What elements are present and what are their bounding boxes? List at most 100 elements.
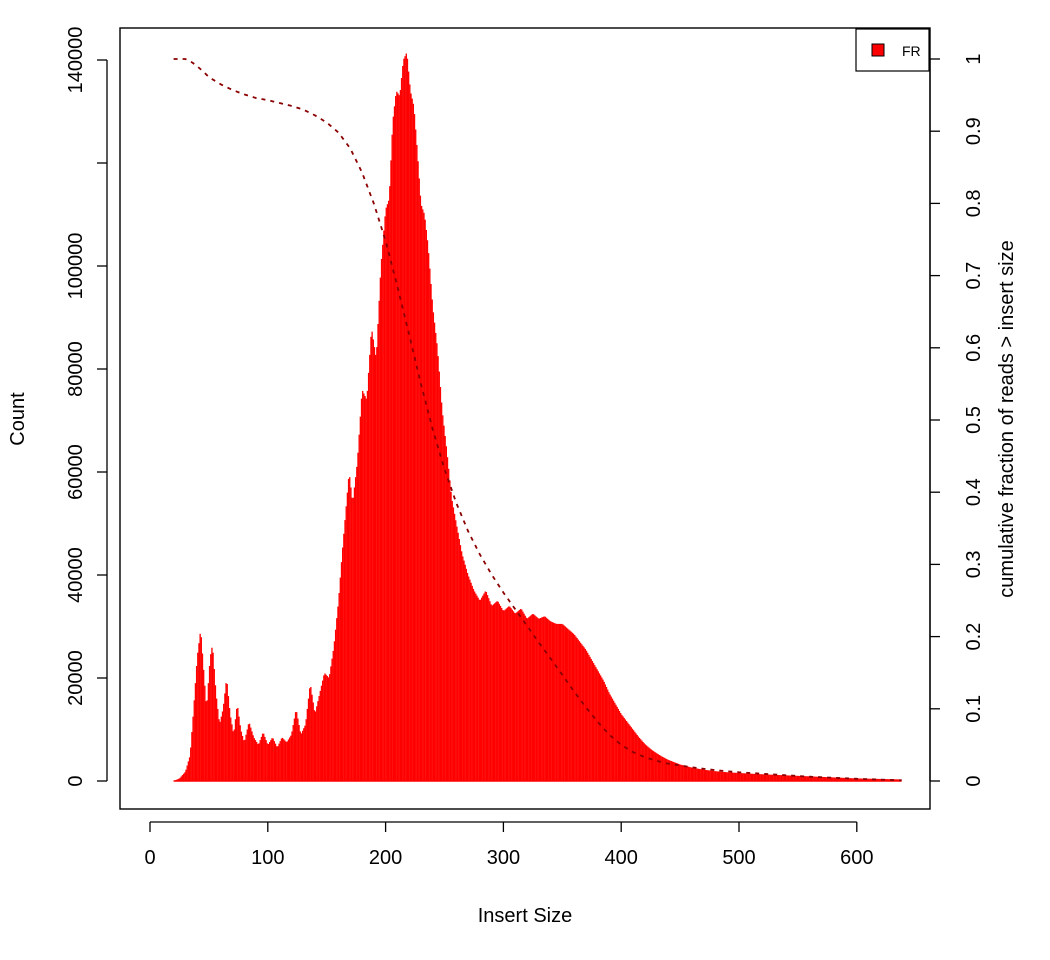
histogram-bar: [671, 761, 674, 781]
histogram-bar: [422, 209, 424, 782]
secondary-y-axis: 0 0.1 0.2 0.3 0.4 0.5 0.6 0.7 0.8 0.9 1: [929, 53, 985, 787]
histogram-bar: [364, 396, 366, 781]
histogram-bar: [878, 778, 880, 781]
histogram-bar: [581, 644, 583, 781]
x-tick-label: 500: [722, 847, 755, 869]
histogram-bar: [832, 777, 834, 781]
histogram-bar: [499, 605, 502, 781]
histogram-bar: [549, 620, 551, 781]
histogram-bar: [261, 733, 264, 781]
histogram-bar: [437, 356, 439, 782]
histogram-bar: [733, 772, 735, 781]
histogram-bar: [552, 622, 555, 781]
histogram-bar: [258, 743, 260, 781]
histogram-bar: [240, 731, 243, 781]
histogram-bar: [697, 768, 700, 781]
histogram-bar: [788, 775, 790, 781]
histogram-bar: [608, 692, 610, 781]
histogram-bar: [741, 773, 743, 781]
histogram-bar: [559, 623, 562, 781]
histogram-bar: [887, 779, 889, 781]
histogram-bar: [383, 230, 385, 782]
histogram-bar: [197, 652, 199, 781]
histogram-bar: [292, 724, 294, 781]
histogram-bar: [523, 613, 525, 782]
histogram-bar: [194, 683, 197, 781]
histogram-bar: [782, 775, 784, 781]
histogram-bar: [630, 727, 632, 781]
histogram-bar: [226, 684, 228, 781]
histogram-bar: [584, 648, 587, 781]
histogram-bar: [629, 725, 631, 781]
histogram-bar: [406, 58, 409, 781]
histogram-bar: [329, 674, 331, 781]
histogram-bar: [365, 398, 367, 781]
histogram-bar: [214, 685, 217, 781]
histogram-bar: [443, 425, 445, 781]
histogram-bar: [232, 731, 234, 781]
histogram-bar: [217, 708, 219, 781]
histogram-bar: [444, 435, 446, 781]
histogram-bar: [475, 593, 477, 781]
histogram-bar: [529, 616, 531, 781]
histogram-bar: [848, 778, 850, 781]
histogram-bar: [400, 78, 403, 781]
histogram-bar: [387, 200, 390, 781]
histogram-bar: [803, 776, 806, 781]
histogram-bar: [199, 633, 201, 781]
histogram-bar: [642, 741, 644, 781]
histogram-bar: [340, 562, 343, 782]
histogram-bar: [852, 778, 854, 781]
histogram-bar: [373, 347, 376, 781]
histogram-bar: [664, 758, 667, 781]
histogram-bar: [482, 595, 484, 781]
x-tick-label: 100: [251, 847, 284, 869]
secondary-y-tick-label: 1: [963, 53, 985, 64]
histogram-bar: [424, 219, 426, 781]
x-axis: 0 100 200 300 400 500 600: [144, 821, 873, 869]
histogram-bar: [235, 708, 238, 781]
histogram-bar: [676, 763, 678, 781]
histogram-bar: [845, 777, 847, 781]
histogram-bar: [601, 677, 603, 782]
histogram-bar: [616, 706, 618, 781]
histogram-bar: [489, 601, 491, 781]
histogram-bar: [457, 532, 459, 781]
histogram-bar: [218, 719, 220, 781]
histogram-bar: [330, 666, 332, 781]
histogram-bar: [451, 500, 453, 781]
histogram-bar: [263, 733, 265, 781]
histogram-bar: [239, 725, 241, 781]
histogram-bar: [879, 778, 881, 781]
secondary-y-tick-label: 0.4: [963, 478, 985, 506]
histogram-bar: [347, 478, 350, 781]
histogram-bar: [460, 551, 463, 781]
histogram-bar: [545, 617, 548, 781]
histogram-bar: [317, 701, 319, 781]
histogram-bar: [570, 631, 572, 781]
histogram-bar: [755, 773, 757, 781]
histogram-bar: [797, 775, 800, 781]
histogram-bar: [706, 770, 708, 781]
histogram-bar: [682, 765, 684, 781]
histogram-bar: [710, 770, 713, 781]
histogram-bar: [867, 778, 869, 781]
histogram-bar: [747, 773, 749, 781]
histogram-bar: [449, 480, 451, 781]
histogram-bar: [404, 56, 406, 781]
histogram-bar: [849, 778, 852, 781]
histogram-bar: [518, 610, 521, 781]
histogram-bar: [707, 770, 709, 781]
histogram-bar: [442, 415, 444, 781]
histogram-bar: [452, 507, 455, 781]
histogram-bar: [669, 760, 671, 781]
histogram-bar: [502, 610, 504, 781]
histogram-bar: [820, 776, 822, 781]
histogram-bar: [177, 779, 179, 781]
histogram-bar: [297, 718, 299, 781]
histogram-bar: [880, 778, 882, 781]
histogram-bar: [524, 615, 526, 781]
histogram-bar: [181, 775, 184, 781]
histogram-bar: [806, 776, 808, 781]
histogram-bar: [641, 740, 643, 781]
